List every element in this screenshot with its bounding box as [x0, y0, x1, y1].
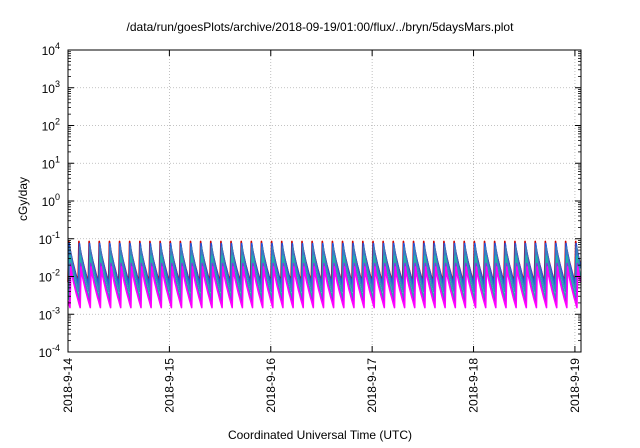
y-tick-label: 10-3 — [39, 305, 60, 322]
y-tick-label: 10-1 — [39, 230, 60, 247]
x-axis-label: Coordinated Universal Time (UTC) — [227, 428, 413, 442]
y-tick-label: 104 — [42, 41, 60, 58]
x-tick-label: 2018-9-15 — [162, 358, 176, 413]
y-tick-label: 100 — [42, 192, 60, 209]
axes: 10-4 10-3 10-2 10-1 100 101 102 103 104 2018-9-14… — [39, 41, 582, 413]
x-tick-label: 2018-9-14 — [61, 358, 75, 413]
chart-title: /data/run/goesPlots/archive/2018-09-19/0… — [126, 20, 514, 34]
x-tick-label: 2018-9-19 — [568, 358, 582, 413]
y-tick-label: 10-4 — [39, 343, 60, 360]
y-axis-label: cGy/day — [16, 176, 30, 222]
plot-frame — [67, 49, 582, 353]
grid — [68, 50, 581, 352]
y-tick-label: 103 — [42, 79, 60, 96]
x-tick-label: 2018-9-17 — [365, 358, 379, 413]
x-tick-label: 2018-9-18 — [467, 358, 481, 413]
y-tick-label: 102 — [42, 117, 60, 134]
series-line — [67, 266, 582, 309]
y-tick-label: 10-2 — [39, 268, 60, 285]
y-tick-label: 101 — [42, 154, 60, 171]
x-tick-label: 2018-9-16 — [264, 358, 278, 413]
series-layer — [67, 240, 582, 309]
